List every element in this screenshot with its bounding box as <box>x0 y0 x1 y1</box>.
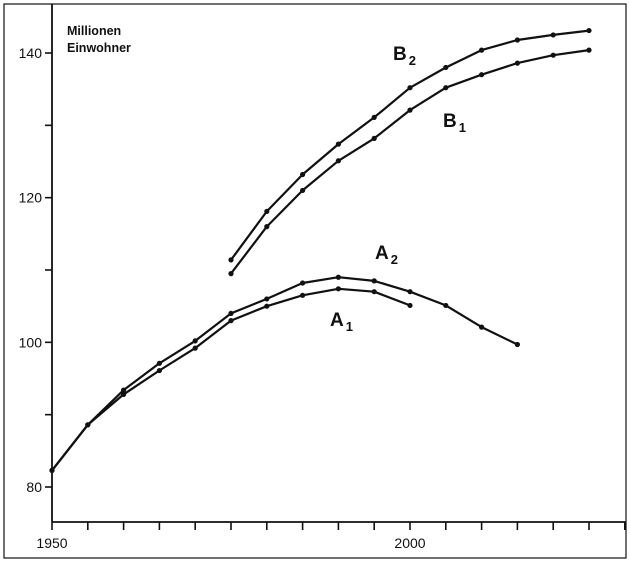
data-point-a2 <box>514 341 521 348</box>
series-label-subscript: 1 <box>459 120 466 135</box>
data-point-a2 <box>192 338 198 344</box>
data-point-a2 <box>85 422 91 428</box>
data-point-a1 <box>407 302 413 309</box>
data-point-a1 <box>156 367 162 374</box>
y-tick-label: 140 <box>19 45 43 61</box>
data-point-b2 <box>300 171 306 178</box>
data-point-a2 <box>228 310 234 316</box>
axes: 80 100 120 140 1950 2000 <box>19 4 626 551</box>
data-point-b1 <box>550 52 556 58</box>
data-point-b2 <box>550 32 556 38</box>
data-point-b2 <box>264 208 270 215</box>
data-point-b1 <box>514 60 521 66</box>
series-label-subscript: 1 <box>346 319 353 334</box>
series-label-subscript: 2 <box>391 252 398 267</box>
data-point-b2 <box>586 27 592 34</box>
series-line-b1 <box>230 49 590 275</box>
data-point-b2 <box>407 85 413 91</box>
data-point-a2 <box>479 324 485 330</box>
y-tick-label: 100 <box>19 334 43 350</box>
chart-frame <box>3 3 627 559</box>
data-point-b1 <box>371 135 377 141</box>
data-point-a1 <box>192 345 198 351</box>
data-point-a1 <box>121 391 127 398</box>
data-point-a1 <box>335 286 341 292</box>
data-point-b2 <box>228 257 234 263</box>
data-point-a2 <box>443 302 449 309</box>
data-point-a1 <box>300 292 306 298</box>
series-label-subscript: 2 <box>409 53 416 68</box>
data-point-a1 <box>264 303 270 309</box>
data-point-b1 <box>228 271 234 277</box>
data-point-b2 <box>443 64 449 71</box>
data-point-a2 <box>156 360 162 366</box>
data-point-a2 <box>264 296 270 302</box>
data-point-a2 <box>371 278 377 284</box>
data-point-b2 <box>479 47 485 53</box>
y-tick-label: 120 <box>19 190 43 206</box>
data-point-b2 <box>371 114 377 120</box>
data-point-b2 <box>514 37 521 43</box>
series-line-a1 <box>51 287 411 472</box>
data-point-a1 <box>228 318 234 324</box>
data-point-b1 <box>300 187 306 194</box>
data-point-b1 <box>335 158 341 164</box>
y-tick-label: 80 <box>26 479 42 495</box>
x-tick-label: 2000 <box>394 535 425 551</box>
x-tick-label: 1950 <box>36 535 67 551</box>
data-point-a2 <box>407 289 413 295</box>
y-unit-label-line-2: Einwohner <box>67 41 131 55</box>
data-point-b1 <box>407 107 413 113</box>
data-point-b1 <box>479 72 485 78</box>
data-point-b1 <box>264 224 270 230</box>
series-line-a2 <box>51 276 518 472</box>
data-point-b1 <box>443 85 449 91</box>
plot-area <box>49 27 592 473</box>
data-point-a2 <box>49 467 55 473</box>
data-point-a2 <box>300 280 306 286</box>
data-point-b1 <box>586 47 592 53</box>
data-point-a2 <box>121 387 127 393</box>
y-unit-label-line-1: Millionen <box>67 24 121 38</box>
data-point-a2 <box>335 274 341 280</box>
data-point-a1 <box>371 289 377 295</box>
data-point-b2 <box>335 141 341 147</box>
